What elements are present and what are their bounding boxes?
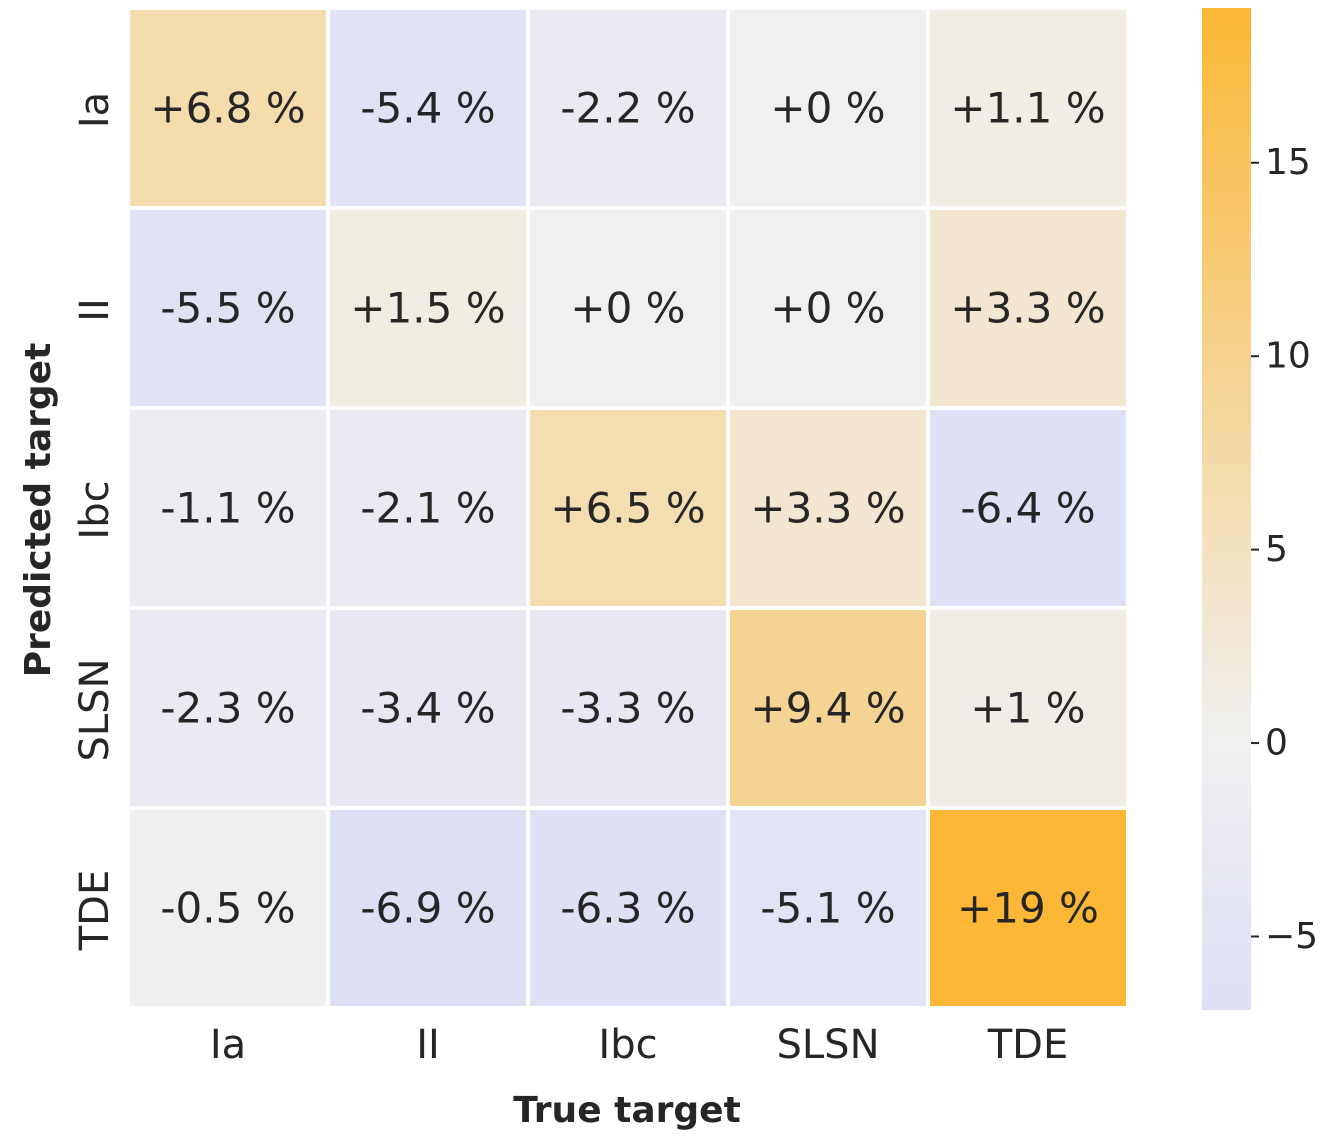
y-tick-label: Ibc — [72, 480, 118, 539]
x-axis-title: True target — [513, 1090, 741, 1131]
colorbar-tick-label: 15 — [1265, 142, 1311, 183]
heatmap-cells: +6.8 % -5.4 % -2.2 % +0 % +1.1 % -5.5 % +1.5 %… — [130, 10, 1126, 1006]
colorbar-tick-label: 0 — [1265, 723, 1288, 764]
colorbar-tick-label: 10 — [1265, 336, 1311, 377]
colorbar-ticks: −5 0 5 10 15 — [1251, 142, 1318, 957]
cell-value-label: +19 % — [957, 884, 1099, 933]
heatmap-cell — [330, 610, 526, 806]
heatmap-cell — [130, 410, 326, 606]
x-tick-label: Ibc — [598, 1022, 657, 1068]
cell-value-label: -3.3 % — [560, 684, 695, 733]
heatmap-cell — [930, 610, 1126, 806]
x-tick-label: TDE — [987, 1022, 1069, 1068]
heatmap-cell — [130, 610, 326, 806]
colorbar — [1202, 8, 1251, 1010]
cell-value-label: +0 % — [770, 284, 885, 333]
heatmap-cell — [130, 810, 326, 1006]
heatmap-cell — [730, 10, 926, 206]
cell-value-label: +0 % — [770, 84, 885, 133]
heatmap-cell — [330, 210, 526, 406]
cell-value-label: -0.5 % — [160, 884, 295, 933]
heatmap-cell — [730, 210, 926, 406]
heatmap-cell — [530, 210, 726, 406]
cell-value-label: -6.9 % — [360, 884, 495, 933]
y-tick-label: TDE — [72, 870, 118, 952]
heatmap-cell — [730, 810, 926, 1006]
cell-value-label: -1.1 % — [160, 484, 295, 533]
cell-value-label: -6.3 % — [560, 884, 695, 933]
y-tick-label: SLSN — [72, 659, 118, 762]
cell-value-label: +9.4 % — [750, 684, 905, 733]
cell-value-label: -2.3 % — [160, 684, 295, 733]
cell-value-label: +1.1 % — [950, 84, 1105, 133]
heatmap-cell — [330, 410, 526, 606]
cell-value-label: +6.8 % — [150, 84, 305, 133]
x-tick-label: II — [416, 1022, 440, 1068]
cell-value-label: +1.5 % — [350, 284, 505, 333]
cell-value-label: +3.3 % — [950, 284, 1105, 333]
heatmap-cell — [930, 410, 1126, 606]
heatmap-cell — [530, 10, 726, 206]
heatmap-cell — [930, 810, 1126, 1006]
heatmap-cell — [330, 810, 526, 1006]
cell-value-label: +1 % — [970, 684, 1085, 733]
y-axis-title: Predicted target — [18, 343, 59, 678]
cell-value-label: -3.4 % — [360, 684, 495, 733]
heatmap-cell — [530, 410, 726, 606]
cell-value-label: -5.4 % — [360, 84, 495, 133]
cell-value-label: +3.3 % — [750, 484, 905, 533]
heatmap-cell — [530, 810, 726, 1006]
heatmap-cell — [930, 10, 1126, 206]
heatmap-cell — [730, 410, 926, 606]
cell-value-label: -6.4 % — [960, 484, 1095, 533]
heatmap-cell — [530, 610, 726, 806]
y-tick-label: Ia — [72, 92, 118, 128]
heatmap-cell — [130, 210, 326, 406]
colorbar-tick-label: −5 — [1265, 916, 1318, 957]
heatmap-cell — [730, 610, 926, 806]
cell-value-label: -5.1 % — [760, 884, 895, 933]
y-tick-label: II — [72, 298, 118, 322]
cell-value-label: +0 % — [570, 284, 685, 333]
x-tick-label: Ia — [210, 1022, 246, 1068]
cell-value-label: -5.5 % — [160, 284, 295, 333]
heatmap-cell — [330, 10, 526, 206]
colorbar-tick-label: 5 — [1265, 529, 1288, 570]
y-axis-ticks: Ia II Ibc SLSN TDE — [72, 92, 118, 951]
heatmap-cell — [130, 10, 326, 206]
x-axis-ticks: Ia II Ibc SLSN TDE — [210, 1022, 1068, 1068]
x-tick-label: SLSN — [777, 1022, 880, 1068]
heatmap-cell — [930, 210, 1126, 406]
cell-value-label: -2.2 % — [560, 84, 695, 133]
cell-value-label: -2.1 % — [360, 484, 495, 533]
cell-value-label: +6.5 % — [550, 484, 705, 533]
